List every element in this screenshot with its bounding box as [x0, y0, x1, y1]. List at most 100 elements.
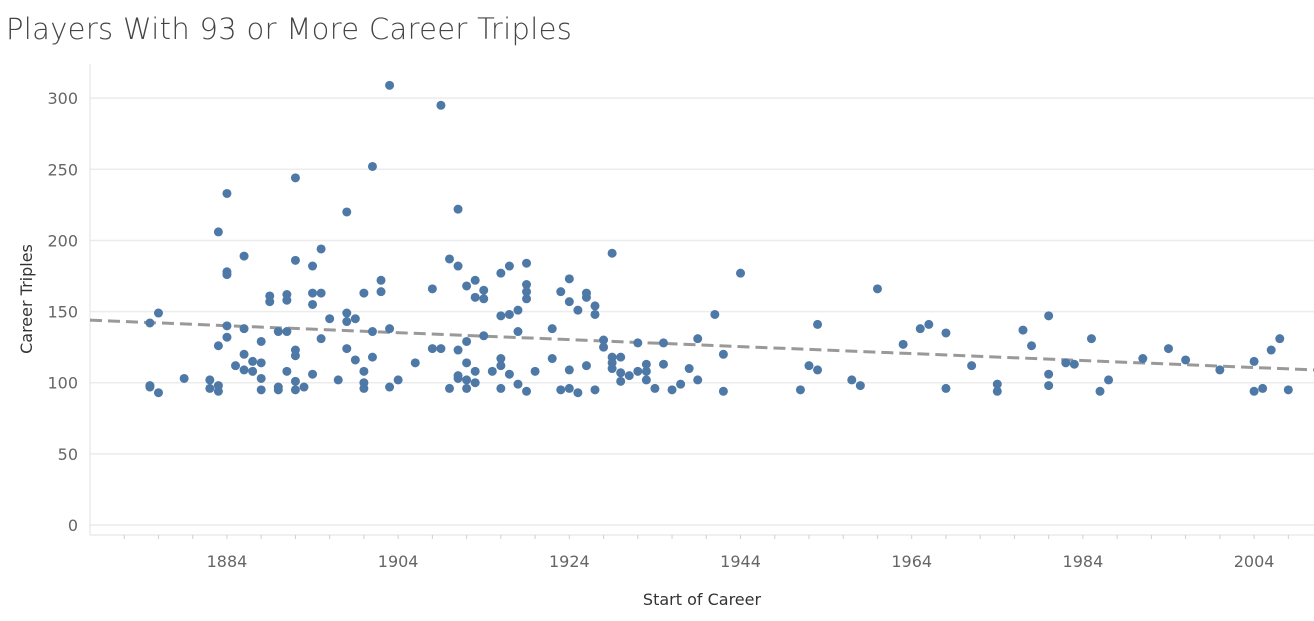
data-point[interactable] — [453, 261, 463, 271]
data-point[interactable] — [462, 383, 472, 393]
data-point[interactable] — [410, 358, 420, 368]
data-point[interactable] — [145, 318, 155, 328]
data-point[interactable] — [444, 383, 454, 393]
data-point[interactable] — [718, 349, 728, 359]
data-point[interactable] — [718, 386, 728, 396]
data-point[interactable] — [436, 100, 446, 110]
data-point[interactable] — [556, 287, 566, 297]
data-point[interactable] — [222, 188, 232, 198]
data-point[interactable] — [290, 255, 300, 265]
data-point[interactable] — [316, 288, 326, 298]
data-point[interactable] — [590, 309, 600, 319]
data-point[interactable] — [967, 361, 977, 371]
data-point[interactable] — [941, 328, 951, 338]
data-point[interactable] — [273, 327, 283, 337]
data-point[interactable] — [376, 287, 386, 297]
data-point[interactable] — [444, 254, 454, 264]
data-point[interactable] — [676, 379, 686, 389]
data-point[interactable] — [504, 369, 514, 379]
data-point[interactable] — [496, 361, 506, 371]
data-point[interactable] — [248, 366, 258, 376]
data-point[interactable] — [992, 386, 1002, 396]
data-point[interactable] — [1044, 311, 1054, 321]
data-point[interactable] — [453, 345, 463, 355]
data-point[interactable] — [453, 204, 463, 214]
data-point[interactable] — [1258, 383, 1268, 393]
data-point[interactable] — [299, 382, 309, 392]
data-point[interactable] — [239, 324, 249, 334]
data-point[interactable] — [367, 161, 377, 171]
data-point[interactable] — [342, 317, 352, 327]
data-point[interactable] — [616, 376, 626, 386]
data-point[interactable] — [462, 281, 472, 291]
data-point[interactable] — [462, 358, 472, 368]
data-point[interactable] — [813, 365, 823, 375]
data-point[interactable] — [359, 288, 369, 298]
data-point[interactable] — [513, 379, 523, 389]
data-point[interactable] — [513, 327, 523, 337]
data-point[interactable] — [522, 280, 532, 290]
data-point[interactable] — [205, 375, 215, 385]
data-point[interactable] — [804, 361, 814, 371]
data-point[interactable] — [367, 327, 377, 337]
data-point[interactable] — [1044, 381, 1054, 391]
data-point[interactable] — [350, 355, 360, 365]
data-point[interactable] — [316, 334, 326, 344]
data-point[interactable] — [179, 373, 189, 383]
data-point[interactable] — [308, 288, 318, 298]
data-point[interactable] — [145, 382, 155, 392]
data-point[interactable] — [496, 383, 506, 393]
data-point[interactable] — [282, 295, 292, 305]
data-point[interactable] — [1275, 334, 1285, 344]
data-point[interactable] — [333, 375, 343, 385]
data-point[interactable] — [736, 268, 746, 278]
data-point[interactable] — [564, 383, 574, 393]
data-point[interactable] — [556, 385, 566, 395]
data-point[interactable] — [924, 319, 934, 329]
data-point[interactable] — [581, 292, 591, 302]
data-point[interactable] — [376, 275, 386, 285]
data-point[interactable] — [607, 364, 617, 374]
data-point[interactable] — [213, 227, 223, 237]
data-point[interactable] — [684, 364, 694, 374]
data-point[interactable] — [385, 382, 395, 392]
data-point[interactable] — [222, 332, 232, 342]
data-point[interactable] — [350, 314, 360, 324]
data-point[interactable] — [616, 368, 626, 378]
data-point[interactable] — [504, 261, 514, 271]
data-point[interactable] — [1086, 334, 1096, 344]
data-point[interactable] — [941, 383, 951, 393]
data-point[interactable] — [522, 294, 532, 304]
data-point[interactable] — [222, 270, 232, 280]
data-point[interactable] — [256, 385, 266, 395]
data-point[interactable] — [564, 274, 574, 284]
data-point[interactable] — [547, 324, 557, 334]
data-point[interactable] — [153, 388, 163, 398]
data-point[interactable] — [1069, 359, 1079, 369]
data-point[interactable] — [522, 287, 532, 297]
data-point[interactable] — [290, 376, 300, 386]
data-point[interactable] — [693, 375, 703, 385]
data-point[interactable] — [205, 383, 215, 393]
data-point[interactable] — [710, 309, 720, 319]
data-point[interactable] — [1249, 386, 1259, 396]
data-point[interactable] — [1095, 386, 1105, 396]
data-point[interactable] — [213, 386, 223, 396]
data-point[interactable] — [1018, 325, 1028, 335]
data-point[interactable] — [479, 285, 489, 295]
data-point[interactable] — [256, 336, 266, 346]
data-point[interactable] — [641, 375, 651, 385]
data-point[interactable] — [231, 361, 241, 371]
data-point[interactable] — [658, 338, 668, 348]
data-point[interactable] — [256, 373, 266, 383]
data-point[interactable] — [641, 359, 651, 369]
data-point[interactable] — [470, 275, 480, 285]
data-point[interactable] — [1138, 354, 1148, 364]
data-point[interactable] — [915, 324, 925, 334]
data-point[interactable] — [573, 388, 583, 398]
data-point[interactable] — [290, 351, 300, 361]
data-point[interactable] — [504, 309, 514, 319]
data-point[interactable] — [487, 366, 497, 376]
data-point[interactable] — [650, 383, 660, 393]
data-point[interactable] — [564, 365, 574, 375]
